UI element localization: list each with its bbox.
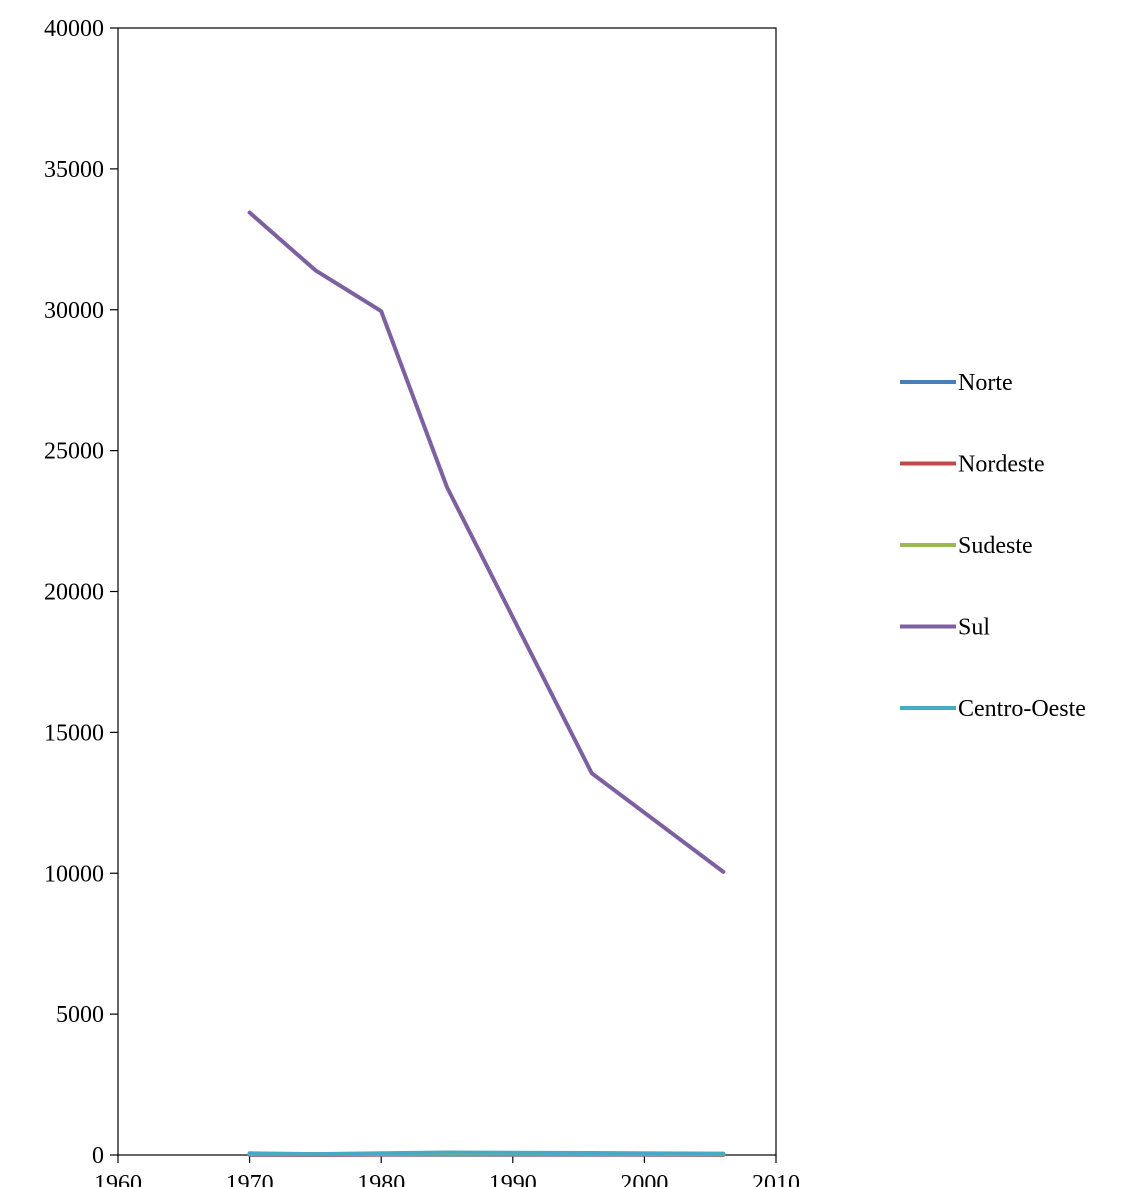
legend-label-norte: Norte xyxy=(958,370,1013,396)
legend-label-nordeste: Nordeste xyxy=(958,452,1045,478)
y-tick-label: 5000 xyxy=(56,1002,104,1028)
y-tick-label: 0 xyxy=(92,1143,104,1169)
y-tick-label: 20000 xyxy=(44,580,104,606)
x-tick-label: 1970 xyxy=(226,1171,274,1187)
y-tick-label: 10000 xyxy=(44,861,104,887)
plot-frame xyxy=(117,27,777,1156)
x-tick-label: 1960 xyxy=(94,1171,142,1187)
x-tick-label: 1980 xyxy=(357,1171,405,1187)
legend-label-centro-oeste: Centro-Oeste xyxy=(958,696,1086,722)
series-line-sul xyxy=(247,210,726,874)
x-tick-label: 2010 xyxy=(752,1171,800,1187)
y-tick-label: 35000 xyxy=(44,157,104,183)
x-axis: 1960 1970 1980 1990 2000 2010 xyxy=(94,1155,800,1187)
legend-label-sudeste: Sudeste xyxy=(958,533,1033,559)
series-line-centro-oeste xyxy=(247,1150,726,1157)
plot-area xyxy=(117,27,777,1156)
y-tick-label: 25000 xyxy=(44,439,104,465)
y-tick-label: 15000 xyxy=(44,720,104,746)
legend: Norte Nordeste Sudeste Sul Centro-Oeste xyxy=(900,370,1086,722)
y-tick-label: 30000 xyxy=(44,298,104,324)
y-tick-label: 40000 xyxy=(44,16,104,42)
legend-label-sul: Sul xyxy=(958,615,990,641)
y-axis: 0 5000 10000 15000 20000 25000 30000 35000 40000 xyxy=(44,16,118,1169)
x-tick-label: 1990 xyxy=(489,1171,537,1187)
x-tick-label: 2000 xyxy=(620,1171,668,1187)
series-layer xyxy=(247,210,726,1157)
